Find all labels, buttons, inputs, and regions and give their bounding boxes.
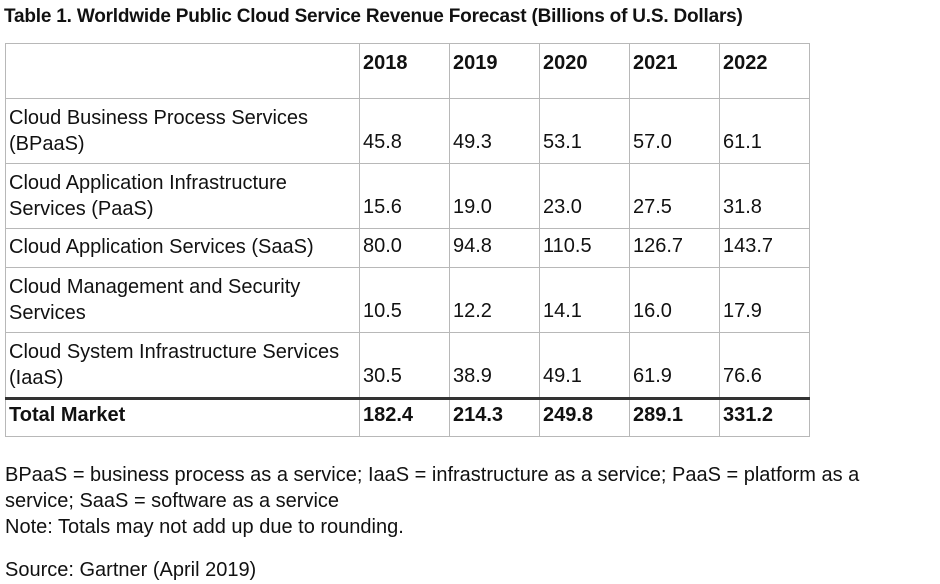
total-row: Total Market 182.4 214.3 249.8 289.1 331… <box>5 397 810 437</box>
table-cell: 19.0 <box>449 163 540 229</box>
table-cell: 14.1 <box>539 267 630 333</box>
table-row: Cloud System Infrastructure Services (Ia… <box>5 332 810 399</box>
header-cell-2020: 2020 <box>539 43 630 99</box>
table-cell: 27.5 <box>629 163 720 229</box>
rounding-note: Note: Totals may not add up due to round… <box>5 516 404 538</box>
table-cell: 94.8 <box>449 228 540 268</box>
abbreviations-note: BPaaS = business process as a service; I… <box>5 464 860 512</box>
source-note: Source: Gartner (April 2019) <box>5 559 257 581</box>
header-cell-2018: 2018 <box>359 43 450 99</box>
table-cell: 126.7 <box>629 228 720 268</box>
header-cell-2019: 2019 <box>449 43 540 99</box>
table-row: Cloud Management and Security Services 1… <box>5 267 810 333</box>
table-cell: 12.2 <box>449 267 540 333</box>
row-label: Cloud Application Infrastructure Service… <box>5 163 360 229</box>
table-cell: 17.9 <box>719 267 810 333</box>
table-notes: BPaaS = business process as a service; I… <box>5 462 930 540</box>
table-cell: 49.1 <box>539 332 630 399</box>
header-row: 2018 2019 2020 2021 2022 <box>5 43 810 99</box>
header-cell-empty <box>5 43 360 99</box>
table-cell: 38.9 <box>449 332 540 399</box>
row-label: Cloud System Infrastructure Services (Ia… <box>5 332 360 399</box>
table-cell: 45.8 <box>359 98 450 164</box>
row-label: Cloud Application Services (SaaS) <box>5 228 360 268</box>
table-cell: 10.5 <box>359 267 450 333</box>
table-cell: 80.0 <box>359 228 450 268</box>
revenue-table: 2018 2019 2020 2021 2022 Cloud Business … <box>5 43 810 437</box>
table-row: Cloud Business Process Services (BPaaS) … <box>5 98 810 164</box>
total-cell: 182.4 <box>359 397 450 437</box>
table-cell: 57.0 <box>629 98 720 164</box>
table-row: Cloud Application Services (SaaS) 80.0 9… <box>5 228 810 268</box>
table-cell: 53.1 <box>539 98 630 164</box>
header-cell-2022: 2022 <box>719 43 810 99</box>
total-label: Total Market <box>5 397 360 437</box>
total-cell: 289.1 <box>629 397 720 437</box>
table-cell: 23.0 <box>539 163 630 229</box>
table-cell: 30.5 <box>359 332 450 399</box>
row-label: Cloud Management and Security Services <box>5 267 360 333</box>
row-label: Cloud Business Process Services (BPaaS) <box>5 98 360 164</box>
total-cell: 331.2 <box>719 397 810 437</box>
table-row: Cloud Application Infrastructure Service… <box>5 163 810 229</box>
table-cell: 16.0 <box>629 267 720 333</box>
header-cell-2021: 2021 <box>629 43 720 99</box>
table-cell: 143.7 <box>719 228 810 268</box>
table-cell: 15.6 <box>359 163 450 229</box>
table-cell: 61.1 <box>719 98 810 164</box>
table-cell: 49.3 <box>449 98 540 164</box>
table-title: Table 1. Worldwide Public Cloud Service … <box>4 6 743 27</box>
table-cell: 110.5 <box>539 228 630 268</box>
total-cell: 214.3 <box>449 397 540 437</box>
table-cell: 76.6 <box>719 332 810 399</box>
total-cell: 249.8 <box>539 397 630 437</box>
table-cell: 31.8 <box>719 163 810 229</box>
table-cell: 61.9 <box>629 332 720 399</box>
